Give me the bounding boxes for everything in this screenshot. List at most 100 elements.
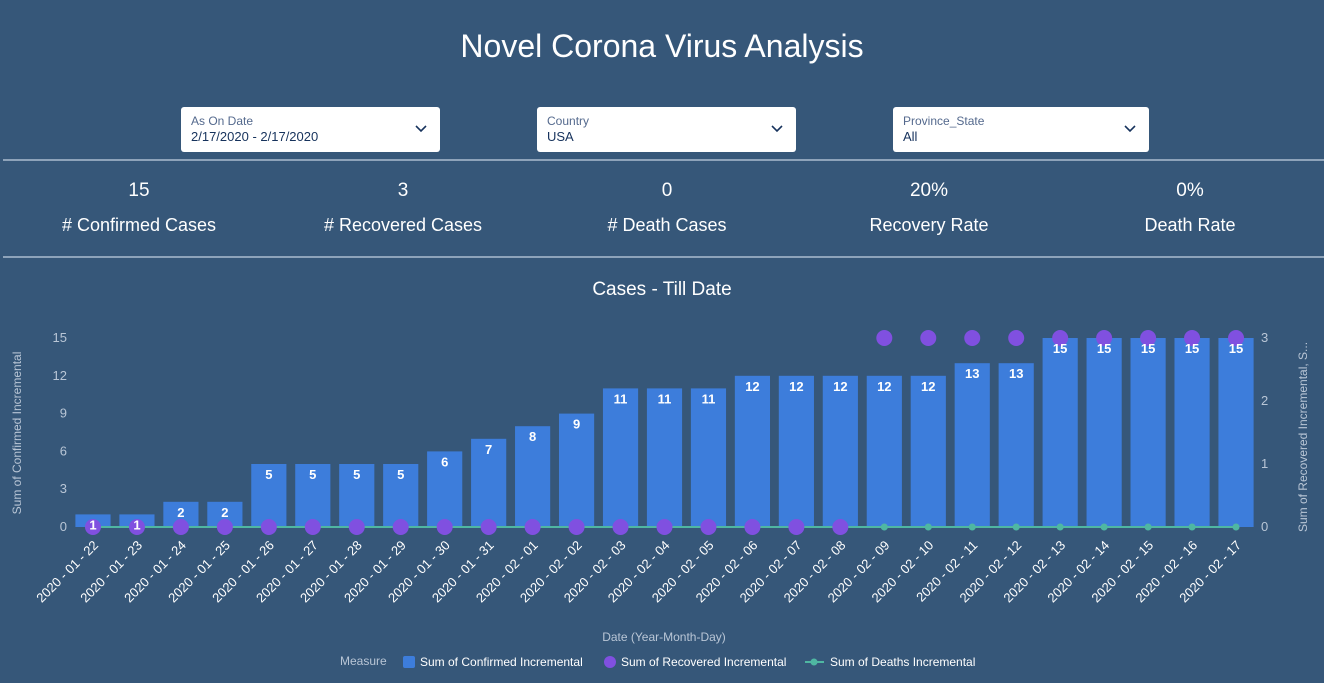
bar-confirmed	[427, 451, 463, 527]
chart-title: Cases - Till Date	[592, 279, 732, 300]
kpi-bottom-divider	[3, 256, 1324, 258]
point-recovered	[1184, 330, 1201, 346]
point-deaths	[1100, 523, 1108, 531]
point-deaths	[1232, 523, 1240, 531]
kpi-deaths-value: 0	[661, 180, 673, 201]
date-filter-value: 2/17/2020 - 2/17/2020	[191, 129, 319, 144]
y-right-tick-label: 3	[1261, 330, 1268, 345]
kpi-death-rate-label: Death Rate	[1144, 215, 1236, 235]
point-deaths	[880, 523, 888, 531]
kpi-recovery-rate-label: Recovery Rate	[869, 215, 989, 235]
bar-confirmed	[339, 464, 375, 527]
bar-value-label: 2	[177, 505, 184, 520]
bar-value-label: 12	[745, 379, 759, 394]
bar-value-label: 2	[221, 505, 228, 520]
point-recovered	[436, 519, 453, 535]
legend-recovered-swatch	[604, 656, 616, 668]
y-tick-label: 3	[60, 481, 67, 496]
bar-confirmed	[558, 413, 595, 527]
bar-confirmed	[1130, 338, 1166, 527]
point-deaths	[924, 523, 932, 531]
point-recovered	[744, 519, 761, 535]
kpi-recovered-label: # Recovered Cases	[323, 215, 483, 235]
y-axis-title: Sum of Confirmed Incremental	[10, 352, 24, 515]
bar-confirmed	[471, 438, 507, 527]
y-tick-label: 12	[53, 368, 67, 383]
bar-confirmed	[602, 388, 639, 527]
point-recovered	[612, 519, 629, 535]
point-recovered	[832, 519, 849, 535]
bar-value-label: 5	[397, 467, 404, 482]
bar-confirmed	[910, 375, 946, 527]
point-recovered	[920, 330, 937, 346]
kpi-confirmed-label: # Confirmed Cases	[61, 215, 217, 235]
bar-value-label: 13	[965, 366, 979, 381]
bar-value-label: 12	[921, 379, 935, 394]
bar-value-label: 6	[441, 454, 448, 469]
bar-confirmed	[1086, 338, 1122, 527]
point-recovered	[480, 519, 497, 535]
province-filter-dropdown[interactable]: Province_State All	[893, 107, 1149, 152]
point-recovered	[876, 330, 893, 346]
bar-confirmed	[515, 426, 551, 527]
point-deaths	[1144, 523, 1152, 531]
bar-value-label: 8	[529, 429, 536, 444]
legend-recovered-label: Sum of Recovered Incremental	[621, 655, 786, 669]
point-recovered	[1008, 330, 1025, 346]
kpi-deaths-label: # Death Cases	[607, 215, 727, 235]
bar-value-label: 11	[658, 391, 672, 406]
point-recovered	[964, 330, 981, 346]
bar-confirmed	[1042, 338, 1078, 527]
point-recovered	[788, 519, 805, 535]
point-recovered	[568, 519, 585, 535]
point-recovered	[700, 519, 717, 535]
bar-confirmed	[646, 388, 683, 527]
bar-value-label: 5	[309, 467, 316, 482]
point-deaths	[1056, 523, 1064, 531]
bar-confirmed	[690, 388, 727, 527]
date-filter-label: As On Date	[191, 114, 254, 128]
chevron-down-icon	[1124, 125, 1136, 133]
y-right-tick-label: 1	[1261, 456, 1268, 471]
kpi-death-rate-value: 0%	[1176, 180, 1204, 201]
bar-confirmed	[822, 375, 858, 527]
bar-value-label: 1	[89, 517, 96, 532]
bar-confirmed	[295, 464, 331, 527]
point-recovered	[260, 519, 277, 535]
bar-value-label: 1	[133, 517, 140, 532]
bar-value-label: 5	[265, 467, 272, 482]
x-axis-title: Date (Year-Month-Day)	[602, 630, 726, 644]
bar-value-label: 15	[1229, 341, 1243, 356]
point-recovered	[304, 519, 321, 535]
point-recovered	[392, 519, 409, 535]
country-filter-value: USA	[547, 129, 574, 144]
point-recovered	[216, 519, 233, 535]
point-recovered	[1228, 330, 1245, 346]
point-recovered	[84, 519, 101, 535]
legend-confirmed-swatch	[403, 656, 415, 668]
point-recovered	[1096, 330, 1113, 346]
y-right-tick-label: 0	[1261, 519, 1268, 534]
point-deaths	[1012, 523, 1020, 531]
point-recovered	[348, 519, 365, 535]
bar-value-label: 11	[614, 391, 628, 406]
bar-value-label: 15	[1053, 341, 1067, 356]
chevron-down-icon	[415, 125, 427, 133]
bar-confirmed	[383, 464, 419, 527]
date-filter-dropdown[interactable]: As On Date 2/17/2020 - 2/17/2020	[181, 107, 440, 152]
y-tick-label: 9	[60, 406, 67, 421]
point-deaths	[968, 523, 976, 531]
province-filter-value: All	[903, 129, 918, 144]
legend-confirmed-label: Sum of Confirmed Incremental	[420, 655, 583, 669]
bar-confirmed	[734, 375, 771, 527]
country-filter-label: Country	[547, 114, 590, 128]
bar-value-label: 15	[1097, 341, 1111, 356]
point-deaths	[1188, 523, 1196, 531]
kpi-confirmed-value: 15	[128, 180, 150, 201]
country-filter-dropdown[interactable]: Country USA	[537, 107, 796, 152]
bar-confirmed	[1218, 338, 1254, 527]
point-recovered	[1140, 330, 1157, 346]
bar-confirmed	[866, 375, 902, 527]
legend-deaths-swatch	[810, 658, 818, 666]
y-tick-label: 6	[60, 443, 67, 458]
